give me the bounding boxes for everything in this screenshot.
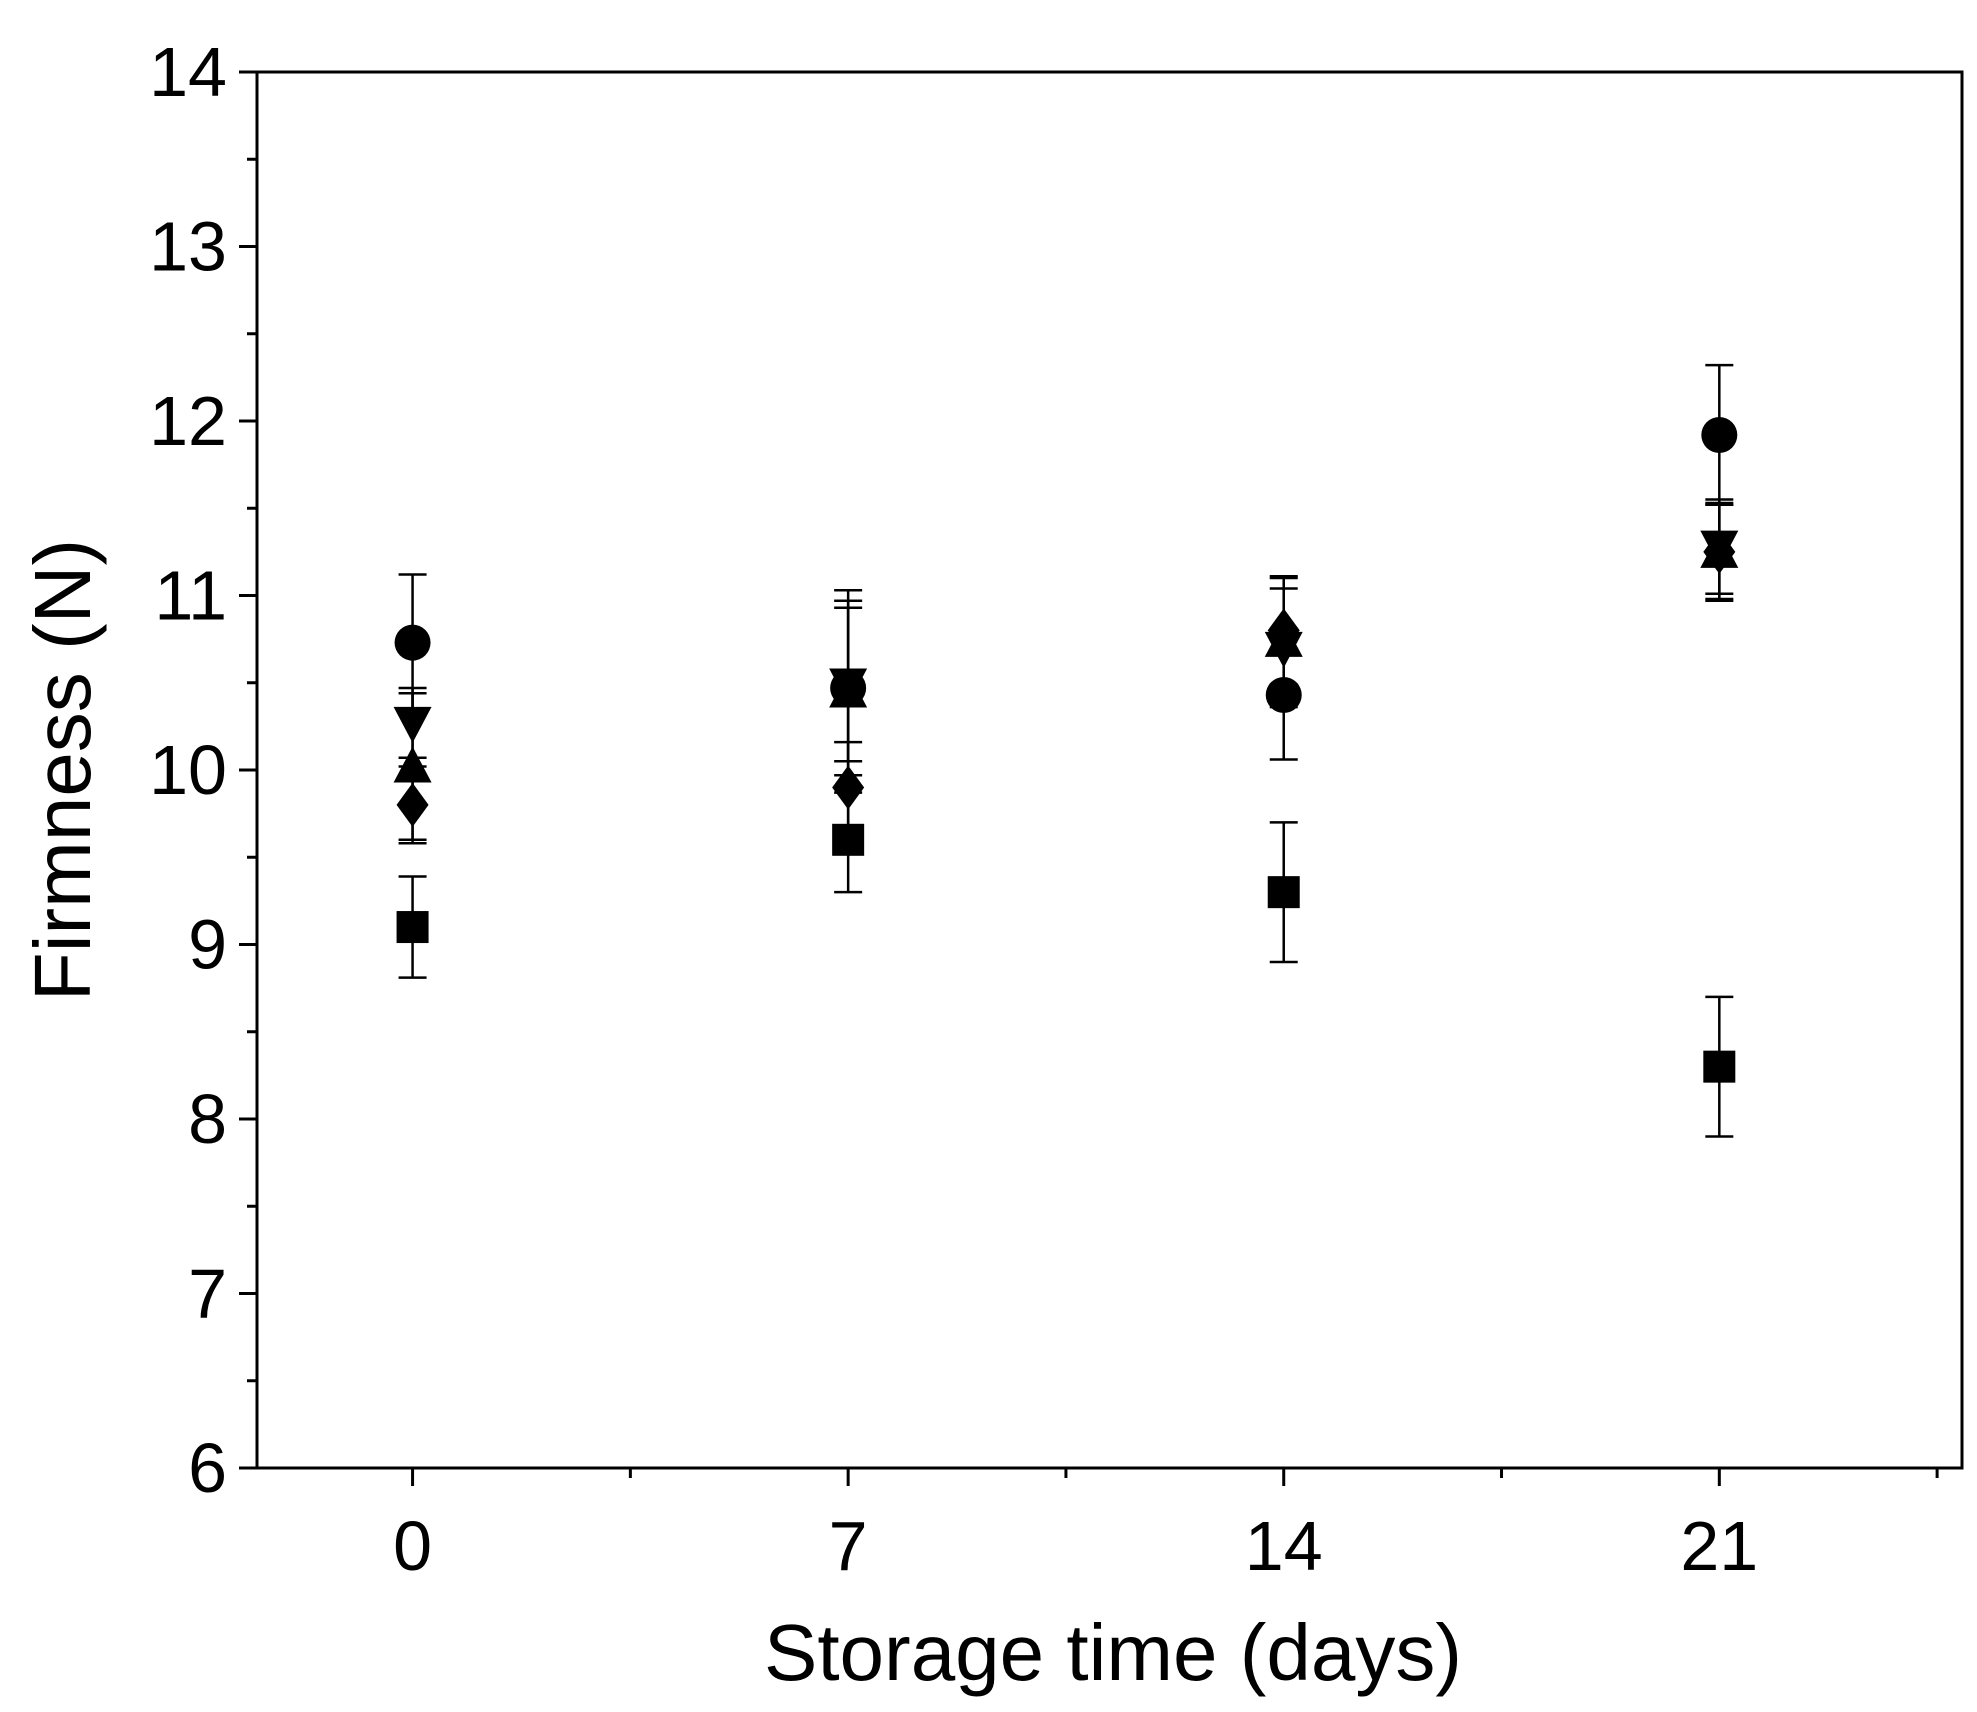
y-tick-label: 7	[188, 1255, 227, 1333]
triangle-down-point	[393, 706, 432, 743]
circle-point	[1701, 416, 1738, 453]
diamond-point	[396, 782, 429, 827]
y-tick-label: 6	[188, 1429, 227, 1507]
diamond-point	[1703, 529, 1736, 574]
circle-point	[1265, 676, 1302, 713]
y-tick-label: 11	[154, 557, 227, 635]
x-tick-label: 21	[1680, 1507, 1758, 1585]
y-tick-label: 13	[149, 208, 227, 286]
y-axis-title: Firmness (N)	[18, 539, 107, 1001]
plot-frame	[255, 70, 1964, 1470]
triangle-up-point	[393, 746, 432, 783]
triangle-down-point	[829, 668, 868, 705]
y-tick-label: 14	[149, 33, 227, 111]
diamond-point	[1267, 608, 1300, 653]
square-point	[396, 911, 429, 944]
circle-point	[394, 624, 431, 661]
x-tick-label: 14	[1245, 1507, 1323, 1585]
axis-tick-labels: 6 7 8 9 10 11 12 13 14 0 7 14 21	[149, 33, 1758, 1585]
error-bars	[398, 363, 1734, 1138]
square-point	[832, 823, 865, 856]
y-tick-label: 10	[149, 731, 227, 809]
x-axis-title: Storage time (days)	[764, 1608, 1462, 1697]
axis-ticks	[239, 70, 1939, 1486]
x-tick-label: 0	[393, 1507, 432, 1585]
x-tick-label: 7	[829, 1507, 868, 1585]
diamond-point	[832, 765, 865, 810]
y-tick-label: 8	[188, 1080, 227, 1158]
y-tick-label: 12	[149, 382, 227, 460]
data-points	[393, 416, 1739, 1083]
square-point	[1267, 876, 1300, 909]
square-point	[1703, 1050, 1736, 1083]
y-tick-label: 9	[188, 906, 227, 984]
